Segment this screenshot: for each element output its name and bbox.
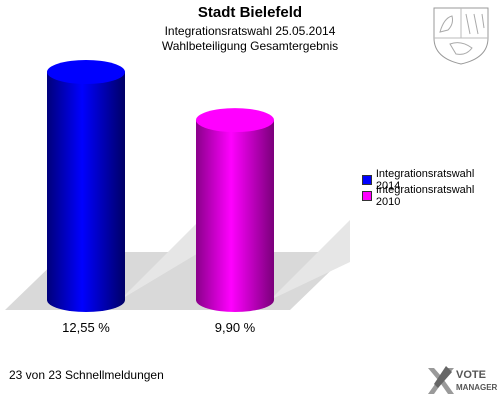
legend-label-2010: Integrationsratswahl 2010 <box>375 184 475 208</box>
report-status-text: 23 von 23 Schnellmeldungen <box>9 368 164 382</box>
bar-top-2 <box>196 108 274 133</box>
legend-item-2010: Integrationsratswahl 2010 <box>362 184 500 208</box>
bar-body-2 <box>196 120 274 312</box>
logo-text-manager: MANAGER <box>456 383 498 392</box>
bar-top-1 <box>47 60 125 84</box>
coat-of-arms-icon <box>433 7 489 65</box>
legend-swatch-2014 <box>362 175 372 185</box>
bar-body-1 <box>47 72 125 312</box>
bar-value-label-2: 9,90 % <box>215 320 256 335</box>
vote-manager-x-icon <box>428 366 454 394</box>
legend-item-2014: Integrationsratswahl 2014 <box>362 168 500 192</box>
vote-manager-logo: VOTE MANAGER <box>428 366 498 394</box>
bar-shadow-2 <box>270 220 350 300</box>
bar-1 <box>47 60 125 312</box>
chart-subtitle-metric: Wahlbeteiligung Gesamtergebnis <box>161 39 339 53</box>
bar-value-label-1: 12,55 % <box>62 320 110 335</box>
bar-2 <box>196 108 274 312</box>
legend-swatch-2010 <box>362 191 372 201</box>
chart-title: Stadt Bielefeld <box>197 4 303 21</box>
chart-legend: Integrationsratswahl 2014 Integrationsra… <box>362 168 500 208</box>
logo-text-vote: VOTE <box>456 369 486 381</box>
legend-label-2014: Integrationsratswahl 2014 <box>375 168 475 192</box>
chart-subtitle-election: Integrationsratswahl 25.05.2014 <box>164 24 336 38</box>
